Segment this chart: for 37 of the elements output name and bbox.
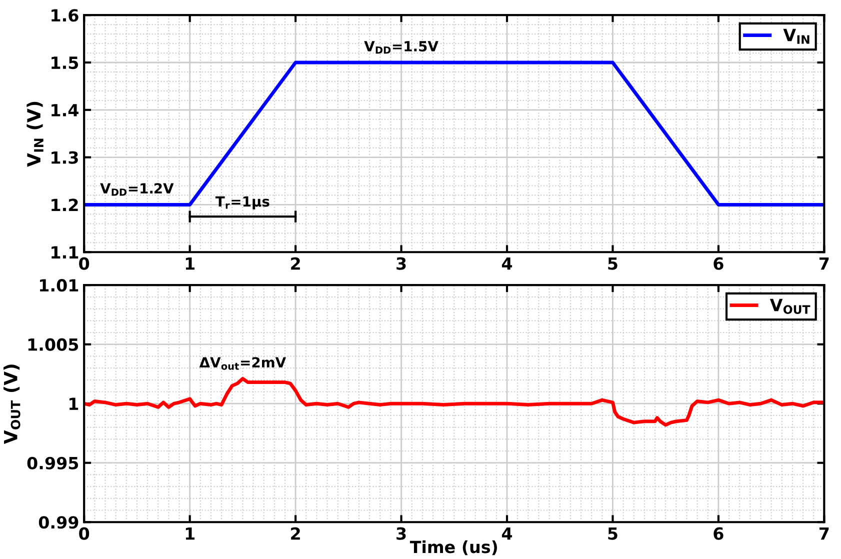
x-tick-label: 4 — [502, 527, 512, 540]
x-tick-label: 2 — [291, 527, 300, 540]
x-tick-label: 3 — [396, 257, 406, 270]
x-tick-label: 3 — [396, 527, 406, 540]
x-tick-label: 1 — [186, 527, 194, 540]
legend-label: V$_{OUT}$ — [770, 298, 810, 314]
annotation: T$_{r}$=1μs — [215, 196, 270, 210]
x-axis-title: Time (us) — [410, 540, 497, 556]
y-tick-label: 1.01 — [40, 279, 78, 292]
y-tick-label: 1.2 — [52, 198, 78, 212]
y-tick-label: 1.4 — [52, 104, 78, 116]
y-tick-label: 1 — [70, 398, 78, 410]
annotation: ΔV$_{out}$=2mV — [199, 357, 286, 370]
x-tick-label: 2 — [291, 257, 300, 270]
x-tick-label: 6 — [714, 527, 724, 540]
line-series — [84, 376, 824, 427]
y-axis-title: V$_{IN}$ (V) — [26, 102, 44, 167]
y-tick-label: 0.995 — [27, 456, 78, 470]
x-tick-label: 7 — [819, 257, 829, 270]
x-tick-label: 5 — [608, 527, 618, 540]
y-tick-label: 0.99 — [38, 516, 78, 529]
legend-label: V$_{IN}$ — [783, 28, 810, 44]
y-tick-label: 1.005 — [28, 338, 78, 351]
x-tick-label: 0 — [79, 257, 90, 270]
y-axis-title: V$_{OUT}$ (V) — [3, 364, 20, 444]
x-tick-label: 0 — [79, 527, 90, 540]
y-tick-label: 1.3 — [52, 151, 78, 164]
annotation: V$_{DD}$=1.2V — [100, 183, 174, 196]
annotation: V$_{DD}$=1.5V — [364, 41, 438, 54]
y-tick-label: 1.6 — [52, 9, 78, 22]
x-tick-label: 1 — [186, 257, 194, 270]
y-tick-label: 1.5 — [52, 56, 78, 70]
x-tick-label: 5 — [608, 257, 618, 270]
x-tick-label: 4 — [502, 257, 512, 270]
x-tick-label: 7 — [819, 527, 829, 540]
y-tick-label: 1.1 — [52, 246, 78, 258]
x-tick-label: 6 — [714, 257, 724, 270]
